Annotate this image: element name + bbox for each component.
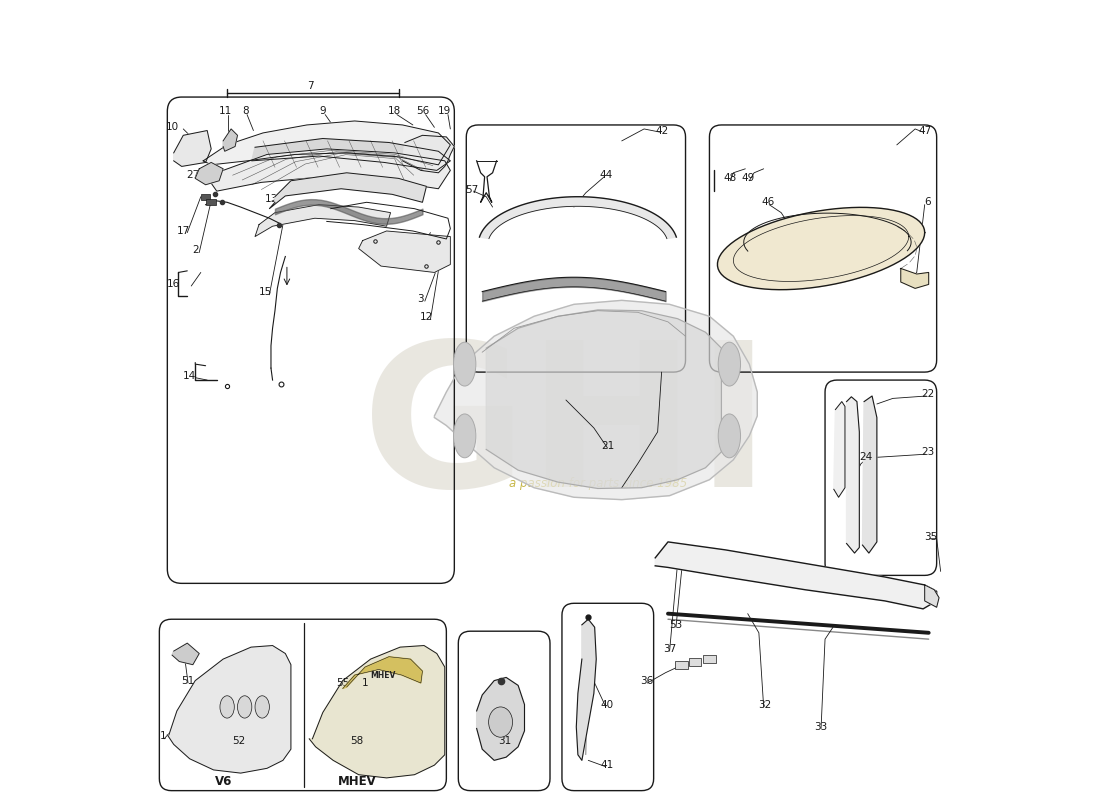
Ellipse shape bbox=[453, 414, 476, 458]
Text: 55: 55 bbox=[337, 678, 350, 688]
Text: 51: 51 bbox=[182, 676, 195, 686]
Polygon shape bbox=[270, 173, 427, 209]
Text: 2: 2 bbox=[191, 245, 198, 255]
Polygon shape bbox=[925, 585, 939, 607]
Text: 24: 24 bbox=[859, 452, 872, 462]
Text: 47: 47 bbox=[918, 126, 932, 135]
Text: 23: 23 bbox=[922, 447, 935, 457]
Text: 18: 18 bbox=[388, 106, 401, 117]
Bar bbox=[675, 662, 688, 670]
Polygon shape bbox=[847, 397, 859, 553]
Polygon shape bbox=[834, 402, 845, 498]
Text: 45: 45 bbox=[409, 243, 422, 254]
Ellipse shape bbox=[488, 707, 513, 738]
Polygon shape bbox=[204, 121, 450, 165]
Text: MHEV: MHEV bbox=[338, 774, 376, 787]
Text: 13: 13 bbox=[264, 194, 277, 204]
Text: 31: 31 bbox=[498, 736, 512, 746]
Text: 16: 16 bbox=[167, 279, 180, 290]
Polygon shape bbox=[167, 646, 290, 773]
Polygon shape bbox=[486, 310, 722, 489]
Text: 14: 14 bbox=[183, 371, 196, 381]
Text: 58: 58 bbox=[351, 736, 364, 746]
Text: 42: 42 bbox=[654, 126, 668, 135]
Polygon shape bbox=[576, 619, 596, 760]
Polygon shape bbox=[174, 130, 211, 166]
Polygon shape bbox=[195, 162, 223, 185]
Text: 37: 37 bbox=[663, 644, 676, 654]
Text: 57: 57 bbox=[465, 185, 478, 194]
Bar bbox=[703, 655, 716, 663]
Text: 10: 10 bbox=[166, 122, 178, 132]
Bar bbox=[201, 194, 210, 200]
Polygon shape bbox=[343, 657, 422, 689]
Text: 27: 27 bbox=[186, 170, 199, 180]
Text: 7: 7 bbox=[308, 81, 315, 91]
Text: 36: 36 bbox=[640, 676, 653, 686]
Text: 3: 3 bbox=[418, 294, 425, 304]
Polygon shape bbox=[901, 269, 928, 288]
Polygon shape bbox=[656, 542, 937, 609]
Polygon shape bbox=[862, 396, 877, 553]
Text: 22: 22 bbox=[922, 389, 935, 398]
Text: 32: 32 bbox=[759, 699, 772, 710]
Text: 53: 53 bbox=[669, 620, 683, 630]
Text: 6: 6 bbox=[924, 198, 931, 207]
Polygon shape bbox=[172, 643, 199, 665]
Text: V6: V6 bbox=[214, 774, 232, 787]
Text: 41: 41 bbox=[601, 760, 614, 770]
Ellipse shape bbox=[220, 696, 234, 718]
Bar bbox=[207, 199, 216, 206]
Text: 48: 48 bbox=[724, 174, 737, 183]
Text: 9: 9 bbox=[319, 106, 326, 117]
Polygon shape bbox=[359, 231, 450, 273]
Polygon shape bbox=[403, 135, 454, 173]
Text: 19: 19 bbox=[438, 106, 451, 117]
Text: 1: 1 bbox=[160, 731, 167, 742]
Ellipse shape bbox=[453, 342, 476, 386]
Polygon shape bbox=[211, 149, 450, 191]
Text: 21: 21 bbox=[602, 442, 615, 451]
Bar bbox=[689, 658, 702, 666]
Ellipse shape bbox=[255, 696, 270, 718]
Polygon shape bbox=[252, 138, 450, 170]
Text: GHI: GHI bbox=[362, 334, 770, 530]
Text: 35: 35 bbox=[924, 532, 937, 542]
Text: 52: 52 bbox=[232, 736, 245, 746]
Text: 44: 44 bbox=[600, 170, 613, 180]
Text: 56: 56 bbox=[416, 106, 429, 117]
Ellipse shape bbox=[718, 342, 740, 386]
Polygon shape bbox=[480, 197, 676, 238]
Text: 49: 49 bbox=[741, 174, 755, 183]
Ellipse shape bbox=[718, 414, 740, 458]
Text: 33: 33 bbox=[814, 722, 827, 732]
Text: 12: 12 bbox=[420, 312, 433, 322]
Polygon shape bbox=[309, 646, 444, 778]
Polygon shape bbox=[434, 300, 757, 500]
Text: 17: 17 bbox=[177, 226, 190, 236]
Text: a passion for parts since 1985: a passion for parts since 1985 bbox=[508, 478, 688, 490]
Polygon shape bbox=[223, 129, 238, 151]
Text: 8: 8 bbox=[242, 106, 249, 117]
Polygon shape bbox=[717, 207, 925, 290]
Text: MHEV: MHEV bbox=[370, 670, 395, 679]
Text: 40: 40 bbox=[601, 699, 614, 710]
Text: 11: 11 bbox=[219, 106, 232, 117]
Polygon shape bbox=[255, 205, 390, 237]
Text: 46: 46 bbox=[762, 198, 776, 207]
Polygon shape bbox=[476, 678, 525, 760]
Text: 1: 1 bbox=[362, 678, 369, 688]
Ellipse shape bbox=[238, 696, 252, 718]
Text: 15: 15 bbox=[258, 287, 272, 298]
